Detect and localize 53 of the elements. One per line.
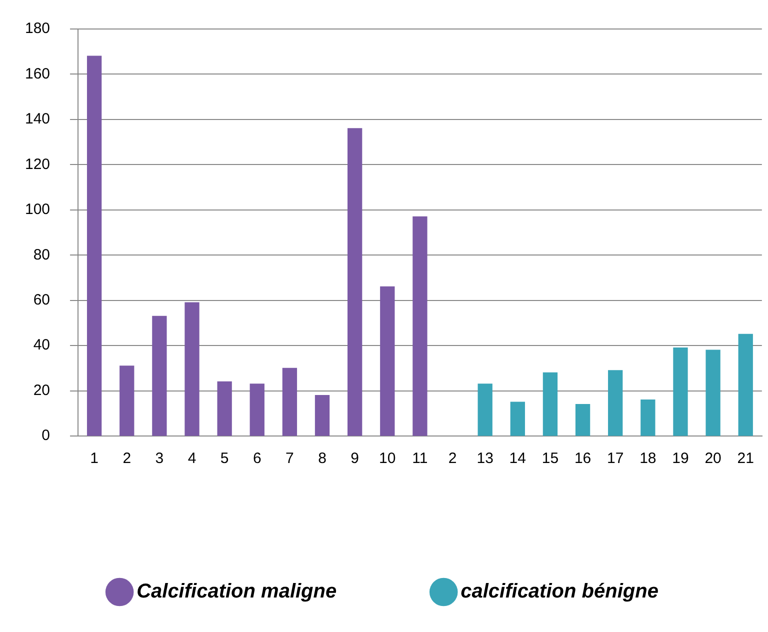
x-tick-label: 15 [542, 450, 559, 468]
x-tick-label: 5 [220, 450, 229, 468]
y-tick-label: 0 [42, 427, 50, 444]
bar [673, 347, 688, 436]
bar [412, 216, 428, 436]
y-tick-label: 80 [33, 246, 50, 264]
x-tick-label: 7 [286, 450, 294, 468]
x-tick-label: 20 [704, 450, 722, 468]
x-tick-label: 4 [188, 450, 196, 468]
y-tick-label: 100 [24, 201, 50, 218]
legend-label: calcification bénigne [460, 580, 658, 603]
x-tick-label: 18 [640, 450, 656, 468]
y-tick-label: 40 [33, 336, 50, 354]
bar [608, 370, 623, 436]
x-tick-label: 6 [252, 450, 262, 468]
bar [120, 366, 134, 436]
bar [184, 302, 200, 436]
x-tick-label: 13 [476, 450, 494, 468]
bar [217, 381, 232, 436]
x-tick-label: 16 [574, 450, 592, 468]
y-tick-label: 60 [33, 291, 50, 308]
y-tick-label: 160 [24, 65, 50, 82]
x-tick-label: 10 [379, 450, 396, 468]
x-tick-label: 9 [350, 450, 359, 468]
bar [575, 404, 590, 436]
bar [250, 384, 264, 436]
bar [542, 372, 558, 436]
bar [640, 399, 656, 436]
legend-label: Calcification maligne [136, 580, 337, 603]
bar [282, 368, 298, 436]
bar [706, 350, 720, 436]
y-tick-label: 140 [24, 110, 50, 128]
bar [86, 56, 102, 436]
x-tick-label: 19 [672, 450, 689, 468]
x-tick-label: 8 [318, 450, 326, 468]
y-tick-label: 120 [24, 156, 50, 173]
bar [348, 128, 362, 436]
x-tick-label: 11 [412, 450, 428, 468]
bar [738, 334, 753, 436]
bar [314, 394, 330, 436]
x-tick-label: 21 [737, 450, 754, 468]
bar [478, 384, 492, 436]
x-tick-label: 14 [509, 450, 526, 468]
bar [152, 316, 167, 436]
x-tick-label: 2 [122, 450, 132, 468]
x-tick-label: 2 [448, 450, 457, 468]
x-tick-label: 17 [607, 450, 624, 468]
y-tick-label: 180 [24, 20, 50, 38]
x-tick-label: 3 [155, 450, 164, 468]
bar [380, 286, 395, 436]
x-tick-label: 1 [90, 450, 98, 468]
y-tick-label: 20 [33, 382, 50, 399]
bar [510, 402, 525, 436]
